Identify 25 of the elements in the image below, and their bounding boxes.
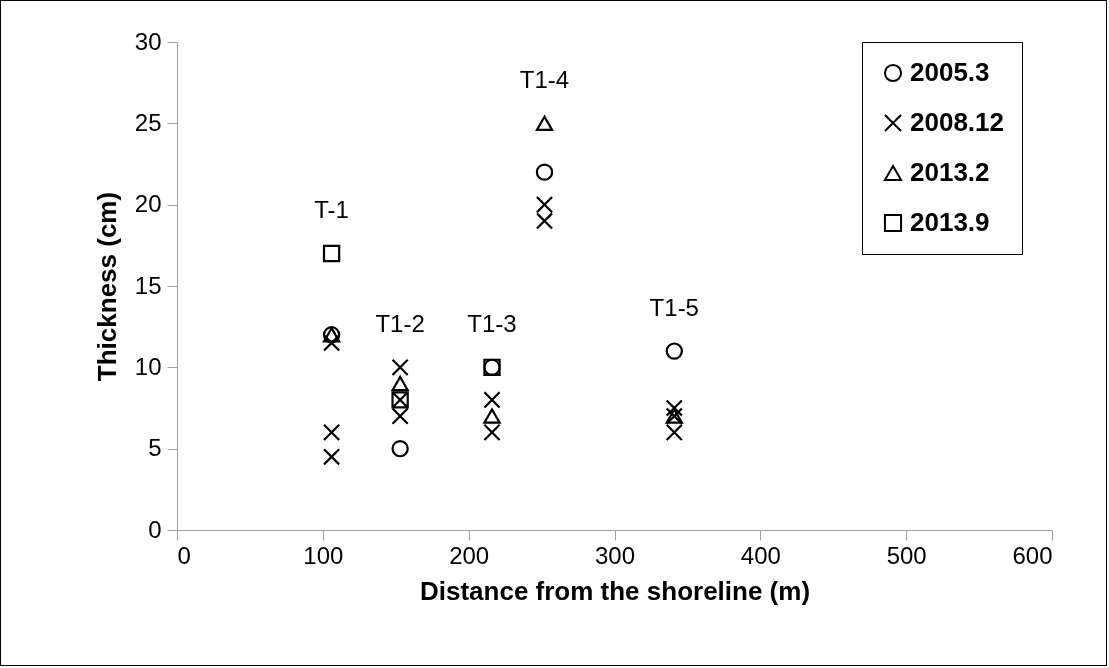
annotation: T1-5	[649, 294, 699, 322]
y-tick-label: 25	[134, 108, 162, 136]
x-tick-label: 500	[886, 541, 927, 569]
y-tick-label: 20	[134, 190, 162, 218]
x-tick-label: 300	[594, 541, 636, 569]
y-tick-label: 10	[134, 352, 162, 380]
x-axis-title: Distance from the shoreline (m)	[419, 575, 811, 606]
legend-label: 2013.9	[910, 207, 990, 237]
legend-label: 2013.2	[910, 157, 990, 187]
legend-label: 2005.3	[910, 57, 990, 87]
y-tick-label: 5	[148, 434, 162, 462]
y-tick-label: 0	[148, 515, 162, 543]
y-tick-label: 15	[134, 271, 162, 299]
annotation: T1-2	[375, 310, 425, 338]
legend-label: 2008.12	[910, 107, 1004, 137]
x-tick-label: 400	[740, 541, 781, 569]
annotation: T1-3	[467, 310, 517, 338]
x-tick-label: 200	[449, 541, 490, 569]
x-tick-label: 600	[1012, 541, 1053, 569]
annotation: T-1	[314, 196, 349, 224]
y-tick-label: 30	[134, 27, 162, 55]
x-tick-label: 100	[303, 541, 344, 569]
annotation: T1-4	[519, 66, 570, 94]
x-tick-label: 0	[177, 541, 191, 569]
y-axis-title: Thickness (cm)	[91, 191, 122, 382]
